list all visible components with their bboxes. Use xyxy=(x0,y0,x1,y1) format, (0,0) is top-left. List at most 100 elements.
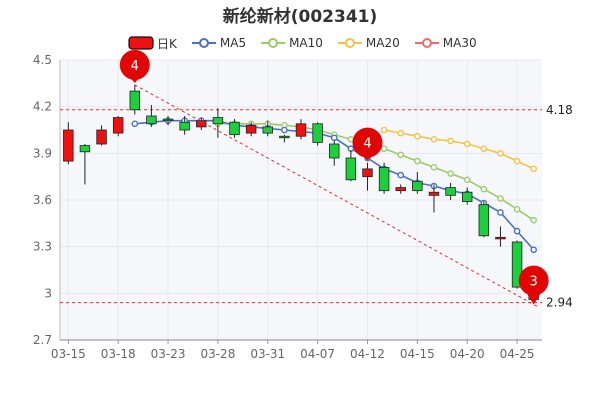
x-tick-label: 03-28 xyxy=(200,347,235,361)
ma20-point xyxy=(397,129,405,137)
ma5-point xyxy=(281,126,288,134)
x-tick-label: 04-07 xyxy=(300,347,335,361)
candle-body[interactable] xyxy=(395,187,406,192)
reference-line-label: 4.18 xyxy=(546,103,573,117)
candle-body[interactable] xyxy=(445,187,456,196)
marker-pin xyxy=(352,127,383,158)
ma20-point xyxy=(430,136,438,143)
ma5-point xyxy=(530,246,537,254)
legend-item-ma20[interactable]: MA20 xyxy=(337,36,400,50)
candle-body[interactable] xyxy=(511,241,523,288)
page-title: 新纶新材(002341) xyxy=(222,7,378,27)
y-tick-label: 2.7 xyxy=(33,333,52,347)
legend-item-ma30[interactable]: MA30 xyxy=(414,36,477,50)
ma10-point xyxy=(497,195,504,202)
ma5-point xyxy=(330,134,338,142)
candle-body[interactable] xyxy=(196,120,207,128)
candle-legend-icon xyxy=(128,36,154,50)
x-tick-label: 04-12 xyxy=(350,347,385,361)
legend-label-ma10: MA10 xyxy=(289,36,323,50)
candle-body[interactable] xyxy=(79,145,91,153)
marker-pin xyxy=(518,265,549,296)
x-tick-label: 03-18 xyxy=(101,347,136,361)
candle-body[interactable] xyxy=(461,191,473,202)
ma20-point xyxy=(414,132,421,140)
y-tick-label: 3.3 xyxy=(33,240,52,254)
candle-body[interactable] xyxy=(262,126,273,134)
ma10-point xyxy=(397,151,405,159)
x-tick-label: 03-15 xyxy=(51,347,86,361)
candle-body[interactable] xyxy=(245,124,257,134)
legend-label-ma30: MA30 xyxy=(442,36,477,50)
candle-body[interactable] xyxy=(412,180,423,192)
candle-body[interactable] xyxy=(129,90,141,111)
marker-label: 4 xyxy=(131,59,139,74)
ma20-point xyxy=(463,140,471,148)
candle-body[interactable] xyxy=(362,168,373,178)
x-tick-label: 04-25 xyxy=(500,347,535,361)
candle-body[interactable] xyxy=(112,117,124,134)
candle-body[interactable] xyxy=(229,121,240,136)
candle-body[interactable] xyxy=(478,204,490,237)
candle-body[interactable] xyxy=(146,115,157,125)
ma5-point xyxy=(397,171,405,179)
marker-pin xyxy=(119,49,150,80)
candle-body[interactable] xyxy=(63,129,74,162)
reference-line-label: 2.94 xyxy=(546,296,573,310)
candle-body[interactable] xyxy=(312,123,323,143)
y-tick-label: 3.9 xyxy=(33,146,52,160)
ma5-point xyxy=(513,227,521,235)
ma10-point xyxy=(513,206,521,213)
candle-body[interactable] xyxy=(96,129,107,145)
legend-item-ma5[interactable]: MA5 xyxy=(191,36,246,50)
ma5-point xyxy=(497,209,504,216)
line-circle-icon xyxy=(414,38,439,48)
ma20-line xyxy=(383,129,535,170)
candle-body[interactable] xyxy=(378,166,390,192)
x-tick-label: 03-31 xyxy=(250,347,285,361)
ma10-point xyxy=(480,185,488,193)
line-circle-icon xyxy=(191,38,216,48)
x-tick-label: 04-20 xyxy=(450,347,485,361)
candle-body[interactable] xyxy=(212,117,224,125)
x-tick-label: 04-15 xyxy=(400,347,435,361)
y-tick-label: 3 xyxy=(44,286,52,300)
legend-item-kline[interactable]: 日K xyxy=(128,35,177,52)
ma5-point xyxy=(131,120,139,128)
ma10-point xyxy=(414,157,421,165)
y-tick-label: 4.5 xyxy=(33,53,52,67)
line-circle-icon xyxy=(261,38,286,48)
y-tick-label: 4.2 xyxy=(33,100,52,114)
candle-body[interactable] xyxy=(179,121,190,131)
ma20-point xyxy=(497,150,504,157)
x-tick-label: 03-23 xyxy=(151,347,186,361)
candle-body[interactable] xyxy=(495,236,506,240)
candle-body[interactable] xyxy=(279,135,290,139)
candle-body[interactable] xyxy=(345,157,357,181)
legend-label-kline: 日K xyxy=(157,36,177,51)
ma10-point xyxy=(530,216,537,224)
trend-line xyxy=(134,84,538,308)
legend-label-ma20: MA20 xyxy=(365,36,400,50)
ma20-point xyxy=(513,157,521,165)
chart-legend: 日K MA5 MA10 MA20 MA30 xyxy=(128,34,491,52)
y-tick-label: 3.6 xyxy=(33,193,52,207)
candle-body[interactable] xyxy=(162,118,174,122)
ma10-point xyxy=(463,176,471,184)
legend-label-ma5: MA5 xyxy=(219,36,247,50)
ma10-point xyxy=(447,170,454,177)
legend-item-ma10[interactable]: MA10 xyxy=(260,36,323,50)
marker-label: 4 xyxy=(363,137,371,152)
ma20-point xyxy=(480,145,488,152)
candle-body[interactable] xyxy=(428,191,440,196)
marker-label: 3 xyxy=(530,275,538,290)
ma10-point xyxy=(380,145,388,152)
ma20-point xyxy=(447,137,454,145)
ma20-point xyxy=(380,126,388,134)
ma20-point xyxy=(530,165,537,173)
candle-body[interactable] xyxy=(329,143,340,159)
line-circle-icon xyxy=(337,38,362,48)
candle-body[interactable] xyxy=(295,123,307,137)
ma10-point xyxy=(430,164,438,171)
